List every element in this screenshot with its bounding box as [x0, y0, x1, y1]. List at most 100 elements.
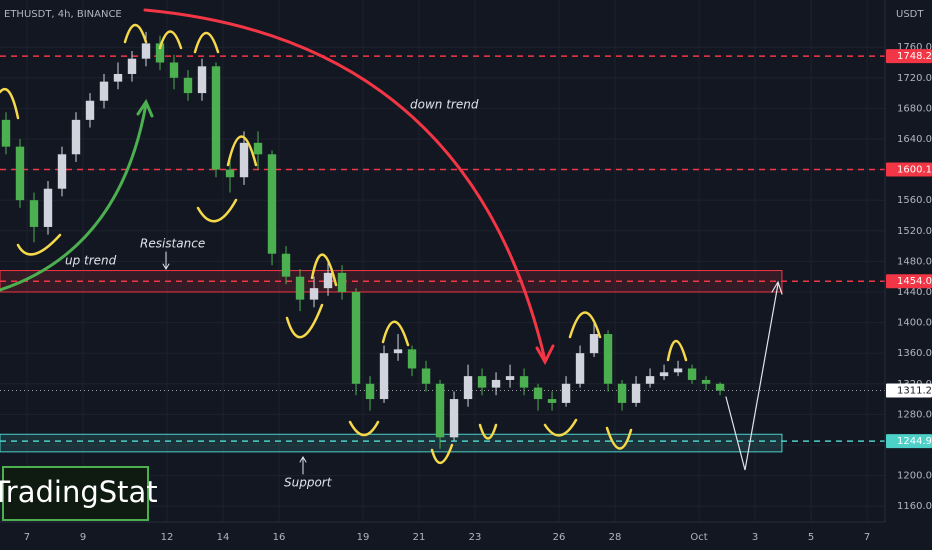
candle-body — [295, 276, 305, 300]
candle-body — [687, 368, 697, 380]
candles — [1, 31, 725, 449]
x-tick-label: 16 — [273, 532, 286, 543]
candle-body — [631, 383, 641, 403]
zone — [0, 433, 783, 453]
price-tag — [886, 274, 932, 289]
candle-body — [155, 43, 165, 63]
peak-mark — [193, 31, 220, 54]
y-tick-label: 1200.00 — [897, 471, 932, 482]
axes: 1160.001200.001240.001280.001320.001360.… — [24, 42, 932, 543]
down-trend-arrow — [143, 8, 547, 362]
candle-body — [477, 376, 487, 388]
y-tick-label: 1280.00 — [897, 409, 932, 420]
candle-body — [519, 376, 529, 388]
arrow-head — [535, 344, 555, 366]
candle-body — [659, 372, 669, 377]
price-tag — [886, 49, 932, 64]
y-tick-label: 1480.00 — [897, 256, 932, 267]
arrow-head — [771, 280, 783, 295]
candle-body — [645, 376, 655, 384]
candle-body — [491, 379, 501, 388]
candle-body — [379, 353, 389, 400]
candle-body — [85, 100, 95, 120]
y-tick-label: 1360.00 — [897, 348, 932, 359]
x-tick-label: 7 — [864, 532, 870, 543]
y-tick-label: 1640.00 — [897, 134, 932, 145]
candle-body — [253, 142, 263, 155]
candle-body — [57, 154, 67, 189]
price-tag — [886, 434, 932, 449]
support-pointer — [299, 456, 307, 475]
candle-body — [715, 383, 725, 391]
trough-mark — [543, 418, 578, 437]
x-tick-label: 5 — [808, 532, 814, 543]
x-tick-label: 26 — [553, 532, 566, 543]
x-tick-label: 7 — [24, 532, 30, 543]
annotation: down trend — [410, 98, 479, 112]
peak-mark — [158, 30, 183, 50]
candle-body — [505, 376, 515, 380]
candle-body — [169, 62, 179, 78]
candle-body — [323, 272, 333, 289]
candle-body — [267, 154, 277, 254]
candle-body — [15, 146, 25, 201]
y-tick-label: 1680.00 — [897, 103, 932, 114]
y-tick-label: 1400.00 — [897, 318, 932, 329]
candle-body — [127, 58, 137, 74]
x-tick-label: 23 — [469, 532, 482, 543]
projection-path — [725, 283, 779, 471]
price-tag-label: 1454.08 — [897, 276, 932, 287]
x-tick-label: 19 — [357, 532, 370, 543]
zone-label: Resistance — [140, 237, 205, 251]
trough-mark — [16, 233, 62, 256]
x-tick-label: 28 — [609, 532, 622, 543]
chart-title: ETHUSDT, 4h, BINANCE — [4, 9, 122, 20]
candle-body — [183, 77, 193, 94]
trough-mark — [285, 303, 324, 339]
candle-body — [533, 387, 543, 400]
candle-body — [407, 349, 417, 369]
up-trend-arrow — [0, 102, 148, 292]
price-tag — [886, 383, 932, 398]
candle-body — [281, 253, 291, 277]
candle-body — [309, 288, 319, 300]
y-tick-label: 1760.00 — [897, 42, 932, 53]
candle-body — [239, 142, 249, 178]
price-tag-label: 1600.14 — [897, 164, 932, 175]
y-tick-label: 1160.00 — [897, 501, 932, 512]
candle-body — [435, 383, 445, 438]
candle-body — [197, 66, 207, 94]
peak-mark — [666, 339, 688, 362]
candle-body — [589, 334, 599, 354]
candle-body — [211, 66, 221, 170]
brand-box — [2, 466, 149, 521]
trough-mark — [430, 443, 454, 464]
x-tick-label: 9 — [80, 532, 86, 543]
peak-mark — [226, 135, 258, 167]
arrow-head — [136, 98, 154, 118]
candle-body — [365, 383, 375, 400]
candle-body — [29, 200, 39, 227]
candle-body — [547, 399, 557, 403]
annotation: up trend — [65, 254, 117, 268]
candle-body — [561, 383, 571, 403]
candle-body — [463, 376, 473, 400]
price-tag — [886, 162, 932, 177]
price-tag-label: 1748.29 — [897, 51, 932, 62]
y-tick-label: 1560.00 — [897, 195, 932, 206]
peak-mark — [568, 311, 602, 339]
x-tick-label: 14 — [217, 532, 230, 543]
candle-body — [351, 291, 361, 384]
drawings — [0, 8, 783, 475]
candle-body — [393, 349, 403, 354]
candle-body — [575, 353, 585, 384]
x-tick-label: 12 — [161, 532, 174, 543]
trough-mark — [478, 423, 498, 440]
candle-body — [701, 379, 711, 384]
candle-body — [337, 272, 347, 292]
candle-body — [71, 119, 81, 155]
trough-mark — [348, 420, 380, 437]
peak-mark — [310, 253, 338, 287]
price-tag-label: 1311.23 — [897, 385, 932, 396]
